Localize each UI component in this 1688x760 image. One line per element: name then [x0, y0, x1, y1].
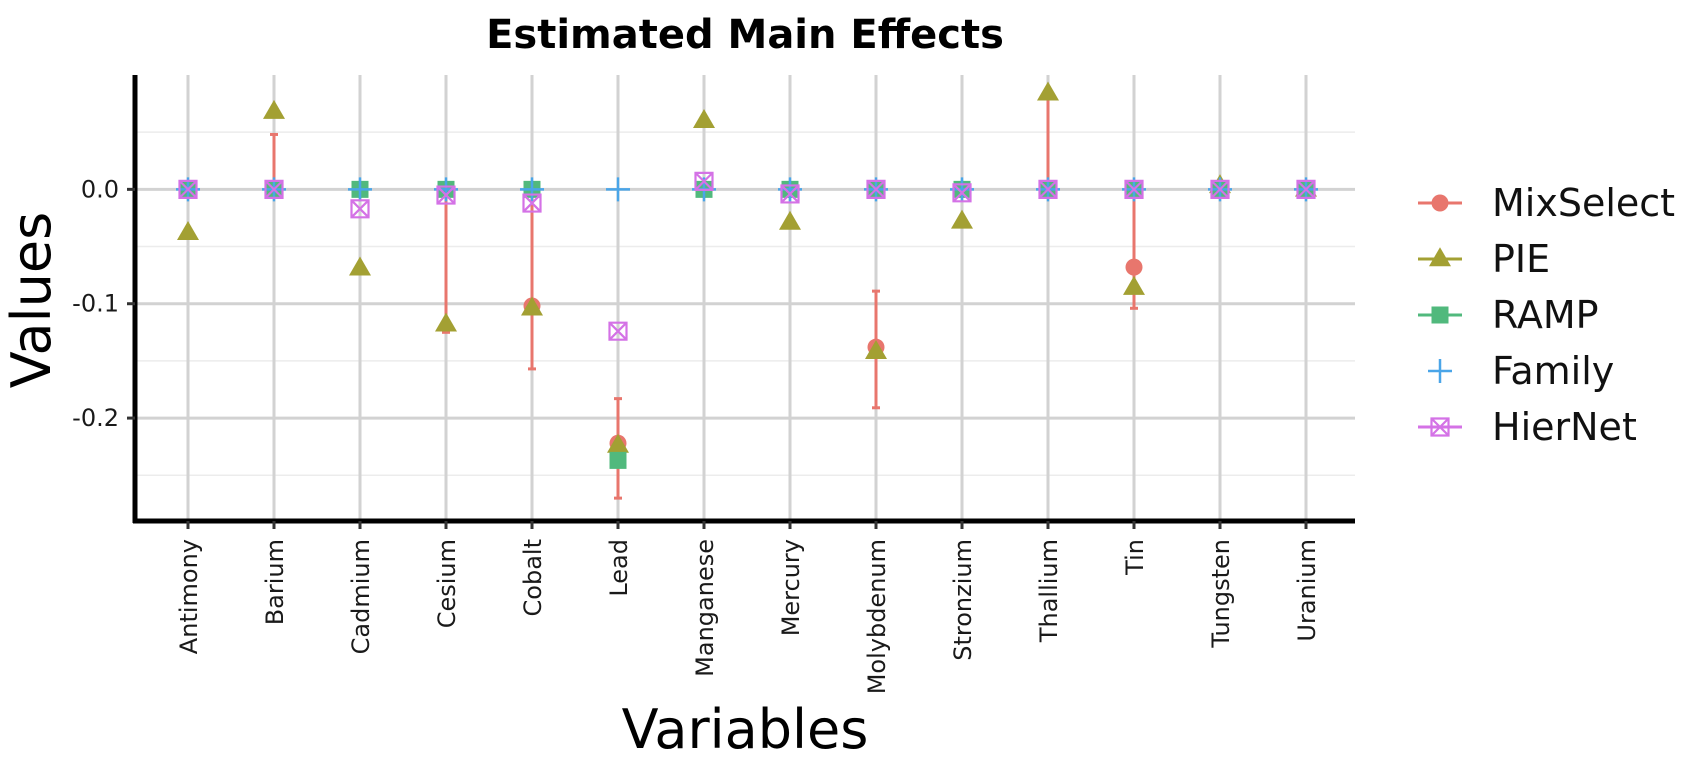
legend-item-family: Family: [1428, 349, 1614, 393]
legend-item-mixselect: MixSelect: [1418, 181, 1675, 225]
legend: MixSelect PIE RAMP Family HierNet: [1418, 181, 1675, 449]
y-tick-label: -0.1: [72, 290, 119, 318]
legend-item-ramp: RAMP: [1418, 293, 1599, 337]
point-ramp-lead: [609, 451, 627, 469]
x-tick-label: Stronzium: [949, 539, 977, 661]
x-tick-label: Molybdenum: [863, 539, 891, 694]
grid: [135, 75, 1355, 521]
point-pie-manganese: [693, 108, 715, 128]
point-pie-cadmium: [349, 256, 371, 276]
x-tick-label: Antimony: [175, 539, 203, 654]
point-family-lead: [606, 177, 630, 202]
y-tick-label: -0.2: [72, 404, 119, 432]
legend-key-pie: [1429, 247, 1451, 267]
legend-label: RAMP: [1492, 293, 1599, 337]
point-hiernet-lead: [608, 321, 628, 341]
point-hiernet-uranium: [1296, 179, 1316, 199]
x-tick-label: Tin: [1121, 539, 1149, 576]
point-family-cobalt: [520, 177, 544, 202]
y-tick-labels: 0.0 -0.1 -0.2: [72, 175, 119, 432]
legend-label: MixSelect: [1492, 181, 1675, 225]
data-points: [176, 81, 1318, 469]
y-axis-title: Values: [0, 212, 63, 388]
point-hiernet-thallium: [1038, 179, 1058, 199]
point-mixselect-tin: [1125, 258, 1143, 276]
point-pie-barium: [263, 99, 285, 119]
legend-label: Family: [1492, 349, 1614, 393]
point-pie-mercury: [779, 210, 801, 230]
axes: [127, 75, 1355, 529]
point-hiernet-mercury: [780, 184, 800, 204]
point-hiernet-molybdenum: [866, 179, 886, 199]
point-hiernet-tin: [1124, 179, 1144, 199]
x-tick-label: Thallium: [1035, 539, 1063, 643]
x-tick-label: Barium: [261, 539, 289, 625]
x-tick-label: Uranium: [1293, 539, 1321, 642]
x-tick-label: Tungsten: [1207, 539, 1235, 649]
x-tick-label: Manganese: [691, 539, 719, 677]
legend-item-hiernet: HierNet: [1418, 405, 1637, 449]
x-tick-label: Lead: [605, 539, 633, 597]
point-pie-molybdenum: [865, 339, 887, 359]
legend-key-hiernet: [1430, 417, 1450, 437]
legend-key-mixselect: [1431, 194, 1449, 212]
point-pie-antimony: [177, 221, 199, 241]
point-pie-cesium: [435, 312, 457, 332]
legend-key-ramp: [1431, 306, 1449, 324]
point-pie-tin: [1123, 275, 1145, 295]
point-hiernet-stronzium: [952, 183, 972, 203]
point-hiernet-manganese: [694, 171, 714, 191]
legend-label: HierNet: [1492, 405, 1637, 449]
chart-title: Estimated Main Effects: [486, 12, 1004, 58]
point-hiernet-cadmium: [350, 199, 370, 219]
x-tick-label: Cadmium: [347, 539, 375, 654]
x-tick-label: Mercury: [777, 539, 805, 636]
x-tick-label: Cobalt: [519, 539, 547, 616]
x-axis-title: Variables: [622, 698, 869, 760]
point-hiernet-cobalt: [522, 193, 542, 213]
point-pie-cobalt: [521, 296, 543, 316]
point-hiernet-barium: [264, 179, 284, 199]
point-family-cadmium: [348, 177, 372, 202]
point-pie-lead: [607, 433, 629, 453]
legend-key-family: [1428, 359, 1452, 383]
point-hiernet-tungsten: [1210, 179, 1230, 199]
legend-item-pie: PIE: [1418, 237, 1550, 281]
x-tick-labels: Antimony Barium Cadmium Cesium Cobalt Lead Man…: [175, 539, 1321, 694]
legend-label: PIE: [1492, 237, 1550, 281]
point-hiernet-cesium: [436, 185, 456, 205]
x-tick-label: Cesium: [433, 539, 461, 628]
point-pie-stronzium: [951, 209, 973, 229]
point-hiernet-antimony: [178, 179, 198, 199]
y-tick-label: 0.0: [81, 175, 119, 203]
point-pie-thallium: [1037, 81, 1059, 101]
